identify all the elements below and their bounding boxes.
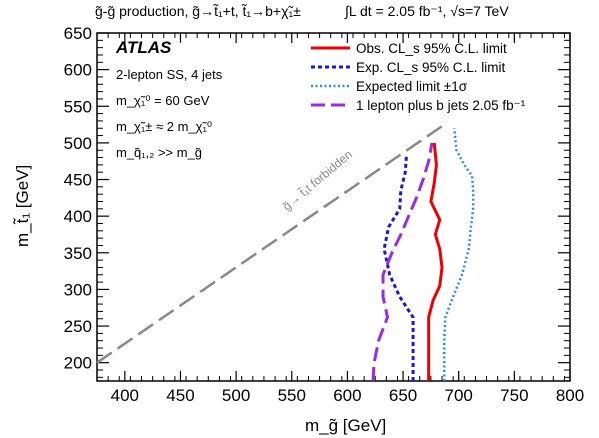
obs-limit-line xyxy=(427,142,444,381)
legend-label-1lep: 1 lepton plus b jets 2.05 fb⁻¹ xyxy=(356,98,526,113)
x-tick-label: 400 xyxy=(111,386,139,405)
legend-label-exp: Exp. CL_s 95% C.L. limit xyxy=(356,60,506,75)
y-axis-label: m_t̃₁ [GeV] xyxy=(13,165,32,247)
legend: Obs. CL_s 95% C.L. limit Exp. CL_s 95% C… xyxy=(311,41,526,113)
y-tick-label: 450 xyxy=(64,171,92,190)
x-tick-label: 800 xyxy=(556,386,584,405)
atlas-label: ATLAS xyxy=(115,38,172,57)
x-tick-label: 550 xyxy=(278,386,306,405)
x-tick-label: 450 xyxy=(166,386,194,405)
header-lumi: ∫L dt = 2.05 fb⁻¹, √s=7 TeV xyxy=(344,3,509,19)
plot-frame xyxy=(96,32,571,382)
info-line-3: m_χ̃₁± ≈ 2 m_χ̃₁⁰ xyxy=(116,119,212,134)
header-process: g̃-g̃ production, g̃→t̃₁+t, t̃₁→b+χ̃₁± xyxy=(95,3,301,19)
diagonal-boundary-line xyxy=(96,121,449,364)
y-tick-label: 650 xyxy=(64,24,92,43)
y-tick-label: 300 xyxy=(64,280,92,299)
x-tick-label: 500 xyxy=(222,386,250,405)
x-tick-label: 750 xyxy=(500,386,528,405)
legend-label-obs: Obs. CL_s 95% C.L. limit xyxy=(356,41,507,56)
y-tick-label: 250 xyxy=(64,317,92,336)
y-tick-label: 500 xyxy=(64,134,92,153)
exp-limit-line xyxy=(382,155,415,381)
y-tick-label: 550 xyxy=(64,97,92,116)
info-line-4: m_q̃₁,₂ >> m_g̃ xyxy=(116,145,202,160)
x-tick-label: 650 xyxy=(389,386,417,405)
y-tick-label: 350 xyxy=(64,244,92,263)
y-tick-label: 200 xyxy=(64,354,92,373)
one-lepton-limit-line xyxy=(371,142,434,382)
legend-label-exp-band: Expected limit ±1σ xyxy=(356,79,468,94)
info-line-1: 2-lepton SS, 4 jets xyxy=(116,67,223,82)
y-tick-label: 400 xyxy=(64,207,92,226)
info-line-2: m_χ̃₁⁰ = 60 GeV xyxy=(116,93,210,108)
exp-band-line xyxy=(442,128,475,381)
x-axis-label: m_g̃ [GeV] xyxy=(305,416,386,435)
diagonal-label: g̃→ t̃₁t forbidden xyxy=(280,147,355,214)
y-tick-label: 600 xyxy=(64,61,92,80)
x-tick-label: 600 xyxy=(333,386,361,405)
x-tick-label: 700 xyxy=(445,386,473,405)
